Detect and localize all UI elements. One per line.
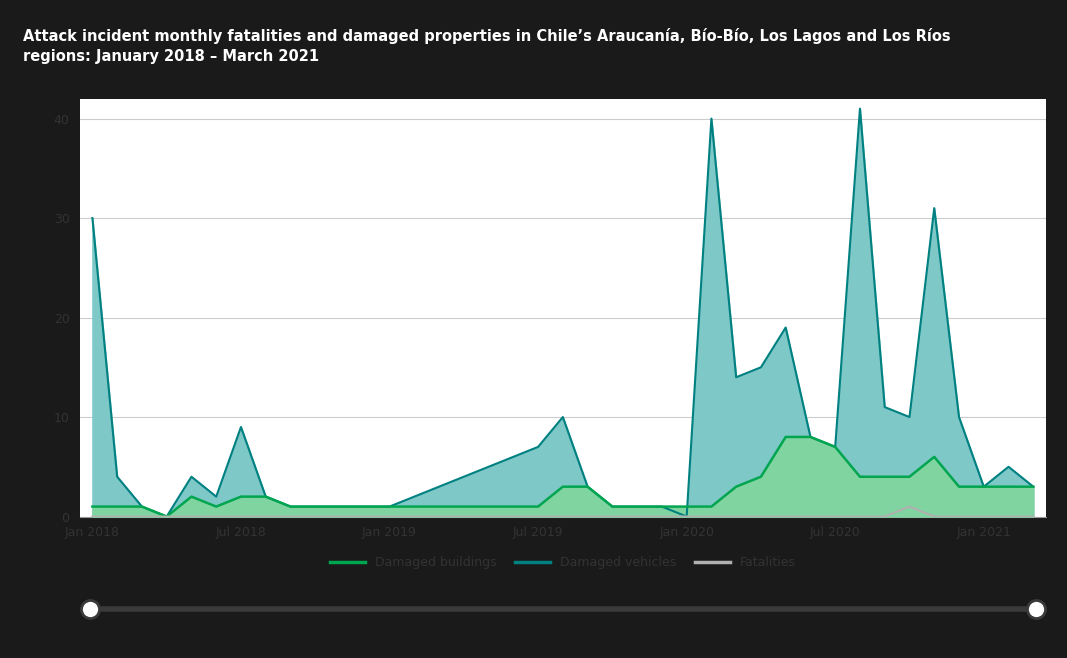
- Legend: Damaged buildings, Damaged vehicles, Fatalities: Damaged buildings, Damaged vehicles, Fat…: [324, 551, 801, 574]
- Text: Attack incident monthly fatalities and damaged properties in Chile’s Araucanía, : Attack incident monthly fatalities and d…: [23, 28, 951, 64]
